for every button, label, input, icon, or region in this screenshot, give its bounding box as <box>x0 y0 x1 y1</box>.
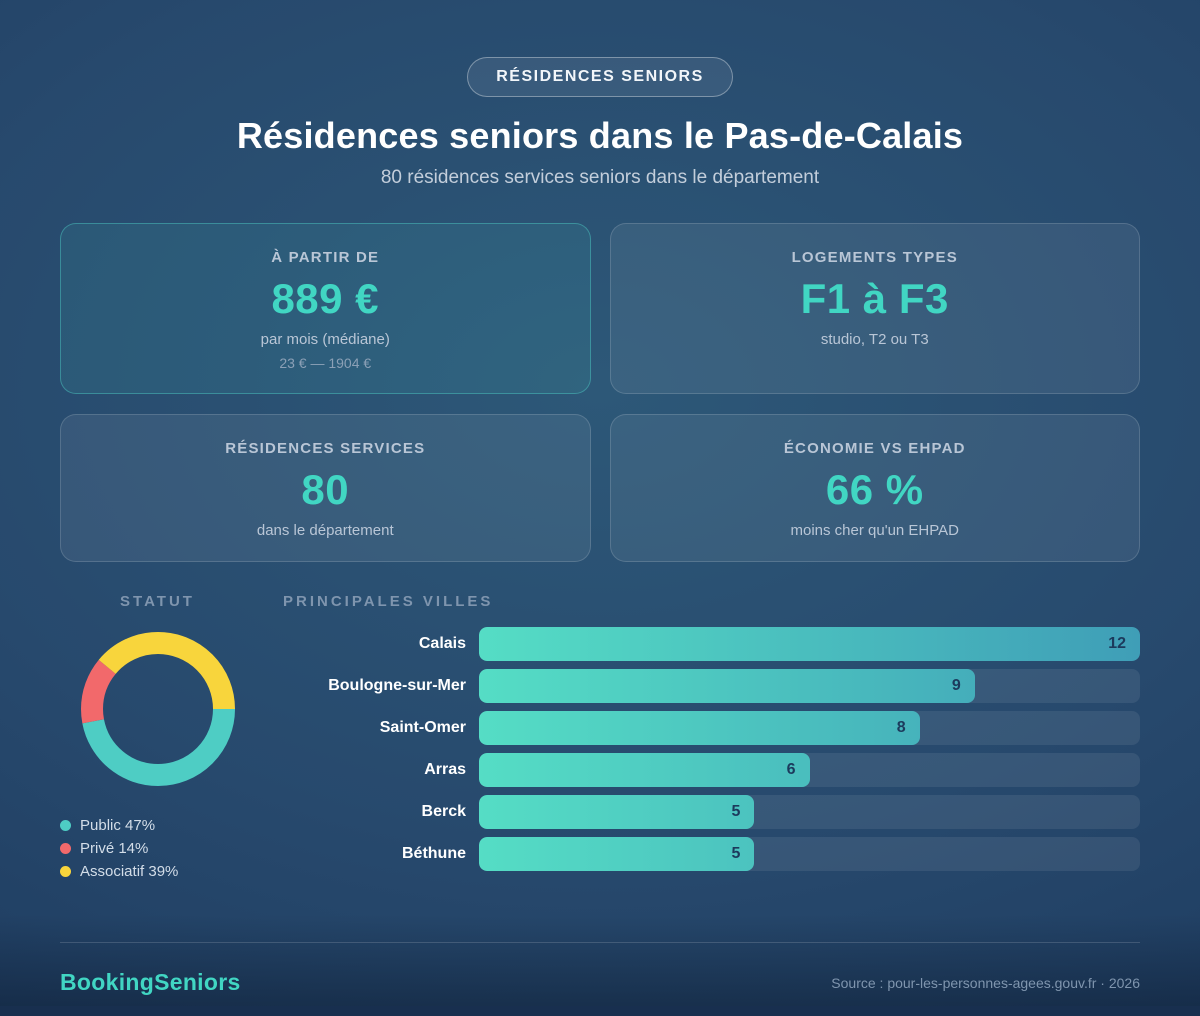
stat-card-price: À PARTIR DE 889 € par mois (médiane) 23 … <box>60 223 591 394</box>
charts-section: STATUT Public 47% Privé 14% Associatif 39%… <box>60 593 1140 883</box>
legend-dot-icon <box>60 820 71 831</box>
bar-track: 6 <box>479 753 1140 787</box>
bar-fill: 12 <box>479 627 1140 661</box>
bar-value-label: 12 <box>1108 635 1126 652</box>
bar-row: Berck 5 <box>283 795 1140 829</box>
stat-card-label: LOGEMENTS TYPES <box>791 249 958 266</box>
legend-label: Privé 14% <box>80 840 149 857</box>
bar-category-label: Arras <box>424 761 466 778</box>
donut-legend: Public 47% Privé 14% Associatif 39% <box>60 814 178 883</box>
donut-chart-title: STATUT <box>120 593 195 610</box>
villes-bar-column: PRINCIPALES VILLES Calais 12 Boulogne-sur-… <box>283 593 1140 879</box>
bar-row: Béthune 5 <box>283 837 1140 871</box>
bar-track: 9 <box>479 669 1140 703</box>
stat-card-logements: LOGEMENTS TYPES F1 à F3 studio, T2 ou T3 <box>609 223 1140 394</box>
bar-category-label: Béthune <box>402 845 466 862</box>
stat-card-sub: moins cher qu'un EHPAD <box>790 522 960 539</box>
stat-card-value: 889 € <box>271 275 380 322</box>
stat-card-sub: par mois (médiane) <box>260 331 390 348</box>
stat-card-label: ÉCONOMIE VS EHPAD <box>783 440 966 457</box>
bar-category-label: Saint-Omer <box>379 719 466 736</box>
bar-track: 8 <box>479 711 1140 745</box>
stat-card-sub: dans le département <box>256 522 394 539</box>
bar-fill: 9 <box>479 669 975 703</box>
stat-card-value: F1 à F3 <box>800 275 949 322</box>
stat-card-range: 23 € — 1904 € <box>279 355 372 371</box>
bar-value-label: 5 <box>731 803 741 820</box>
legend-item: Privé 14% <box>60 837 178 860</box>
bar-value-label: 9 <box>951 677 961 694</box>
bar-chart: Calais 12 Boulogne-sur-Mer 9 Saint-Omer 8 Arra… <box>283 627 1140 871</box>
bar-fill: 6 <box>479 753 810 787</box>
stat-card-residences: RÉSIDENCES SERVICES 80 dans le départeme… <box>60 414 591 562</box>
footer: BookingSeniors Source : pour-les-personn… <box>60 942 1140 996</box>
bar-track: 5 <box>479 837 1140 871</box>
legend-item: Associatif 39% <box>60 860 178 883</box>
stat-card-value: 66 % <box>825 466 924 513</box>
donut-segment-associatif <box>80 632 235 786</box>
stat-card-sub: studio, T2 ou T3 <box>820 331 929 348</box>
legend-dot-icon <box>60 866 71 877</box>
bar-category-label: Berck <box>421 803 466 820</box>
bar-fill: 8 <box>479 711 920 745</box>
legend-item: Public 47% <box>60 814 178 837</box>
brand-logo: BookingSeniors <box>60 969 241 995</box>
statut-donut-chart <box>78 629 238 794</box>
page-title: Résidences seniors dans le Pas-de-Calais <box>236 115 964 156</box>
donut-segment-privé <box>80 632 235 786</box>
stat-card-value: 80 <box>301 466 350 513</box>
category-badge: RÉSIDENCES SENIORS <box>467 57 733 97</box>
bar-row: Calais 12 <box>283 627 1140 661</box>
bar-category-label: Calais <box>418 635 466 652</box>
stat-cards: À PARTIR DE 889 € par mois (médiane) 23 … <box>60 223 1140 562</box>
bar-row: Boulogne-sur-Mer 9 <box>283 669 1140 703</box>
statut-donut-column: STATUT Public 47% Privé 14% Associatif 39% <box>60 593 255 883</box>
bar-row: Arras 6 <box>283 753 1140 787</box>
legend-label: Public 47% <box>80 817 156 834</box>
bar-track: 5 <box>479 795 1140 829</box>
stat-card-label: RÉSIDENCES SERVICES <box>225 440 426 457</box>
legend-dot-icon <box>60 843 71 854</box>
bar-fill: 5 <box>479 795 755 829</box>
bar-category-label: Boulogne-sur-Mer <box>328 677 466 694</box>
bottom-edge-strip <box>0 1006 1200 1016</box>
bar-fill: 5 <box>479 837 755 871</box>
bar-row: Saint-Omer 8 <box>283 711 1140 745</box>
bar-value-label: 6 <box>786 761 796 778</box>
bar-value-label: 8 <box>896 719 906 736</box>
donut-svg <box>80 632 235 786</box>
bar-chart-title: PRINCIPALES VILLES <box>283 593 494 610</box>
stat-card-label: À PARTIR DE <box>271 249 380 266</box>
legend-label: Associatif 39% <box>80 863 179 880</box>
header: RÉSIDENCES SENIORS Résidences seniors da… <box>60 0 1140 189</box>
bar-value-label: 5 <box>731 845 741 862</box>
source-credit: Source : pour-les-personnes-agees.gouv.f… <box>831 974 1140 991</box>
page-subtitle: 80 résidences services seniors dans le d… <box>380 167 820 188</box>
stat-card-economie: ÉCONOMIE VS EHPAD 66 % moins cher qu'un … <box>609 414 1140 562</box>
bar-track: 12 <box>479 627 1140 661</box>
